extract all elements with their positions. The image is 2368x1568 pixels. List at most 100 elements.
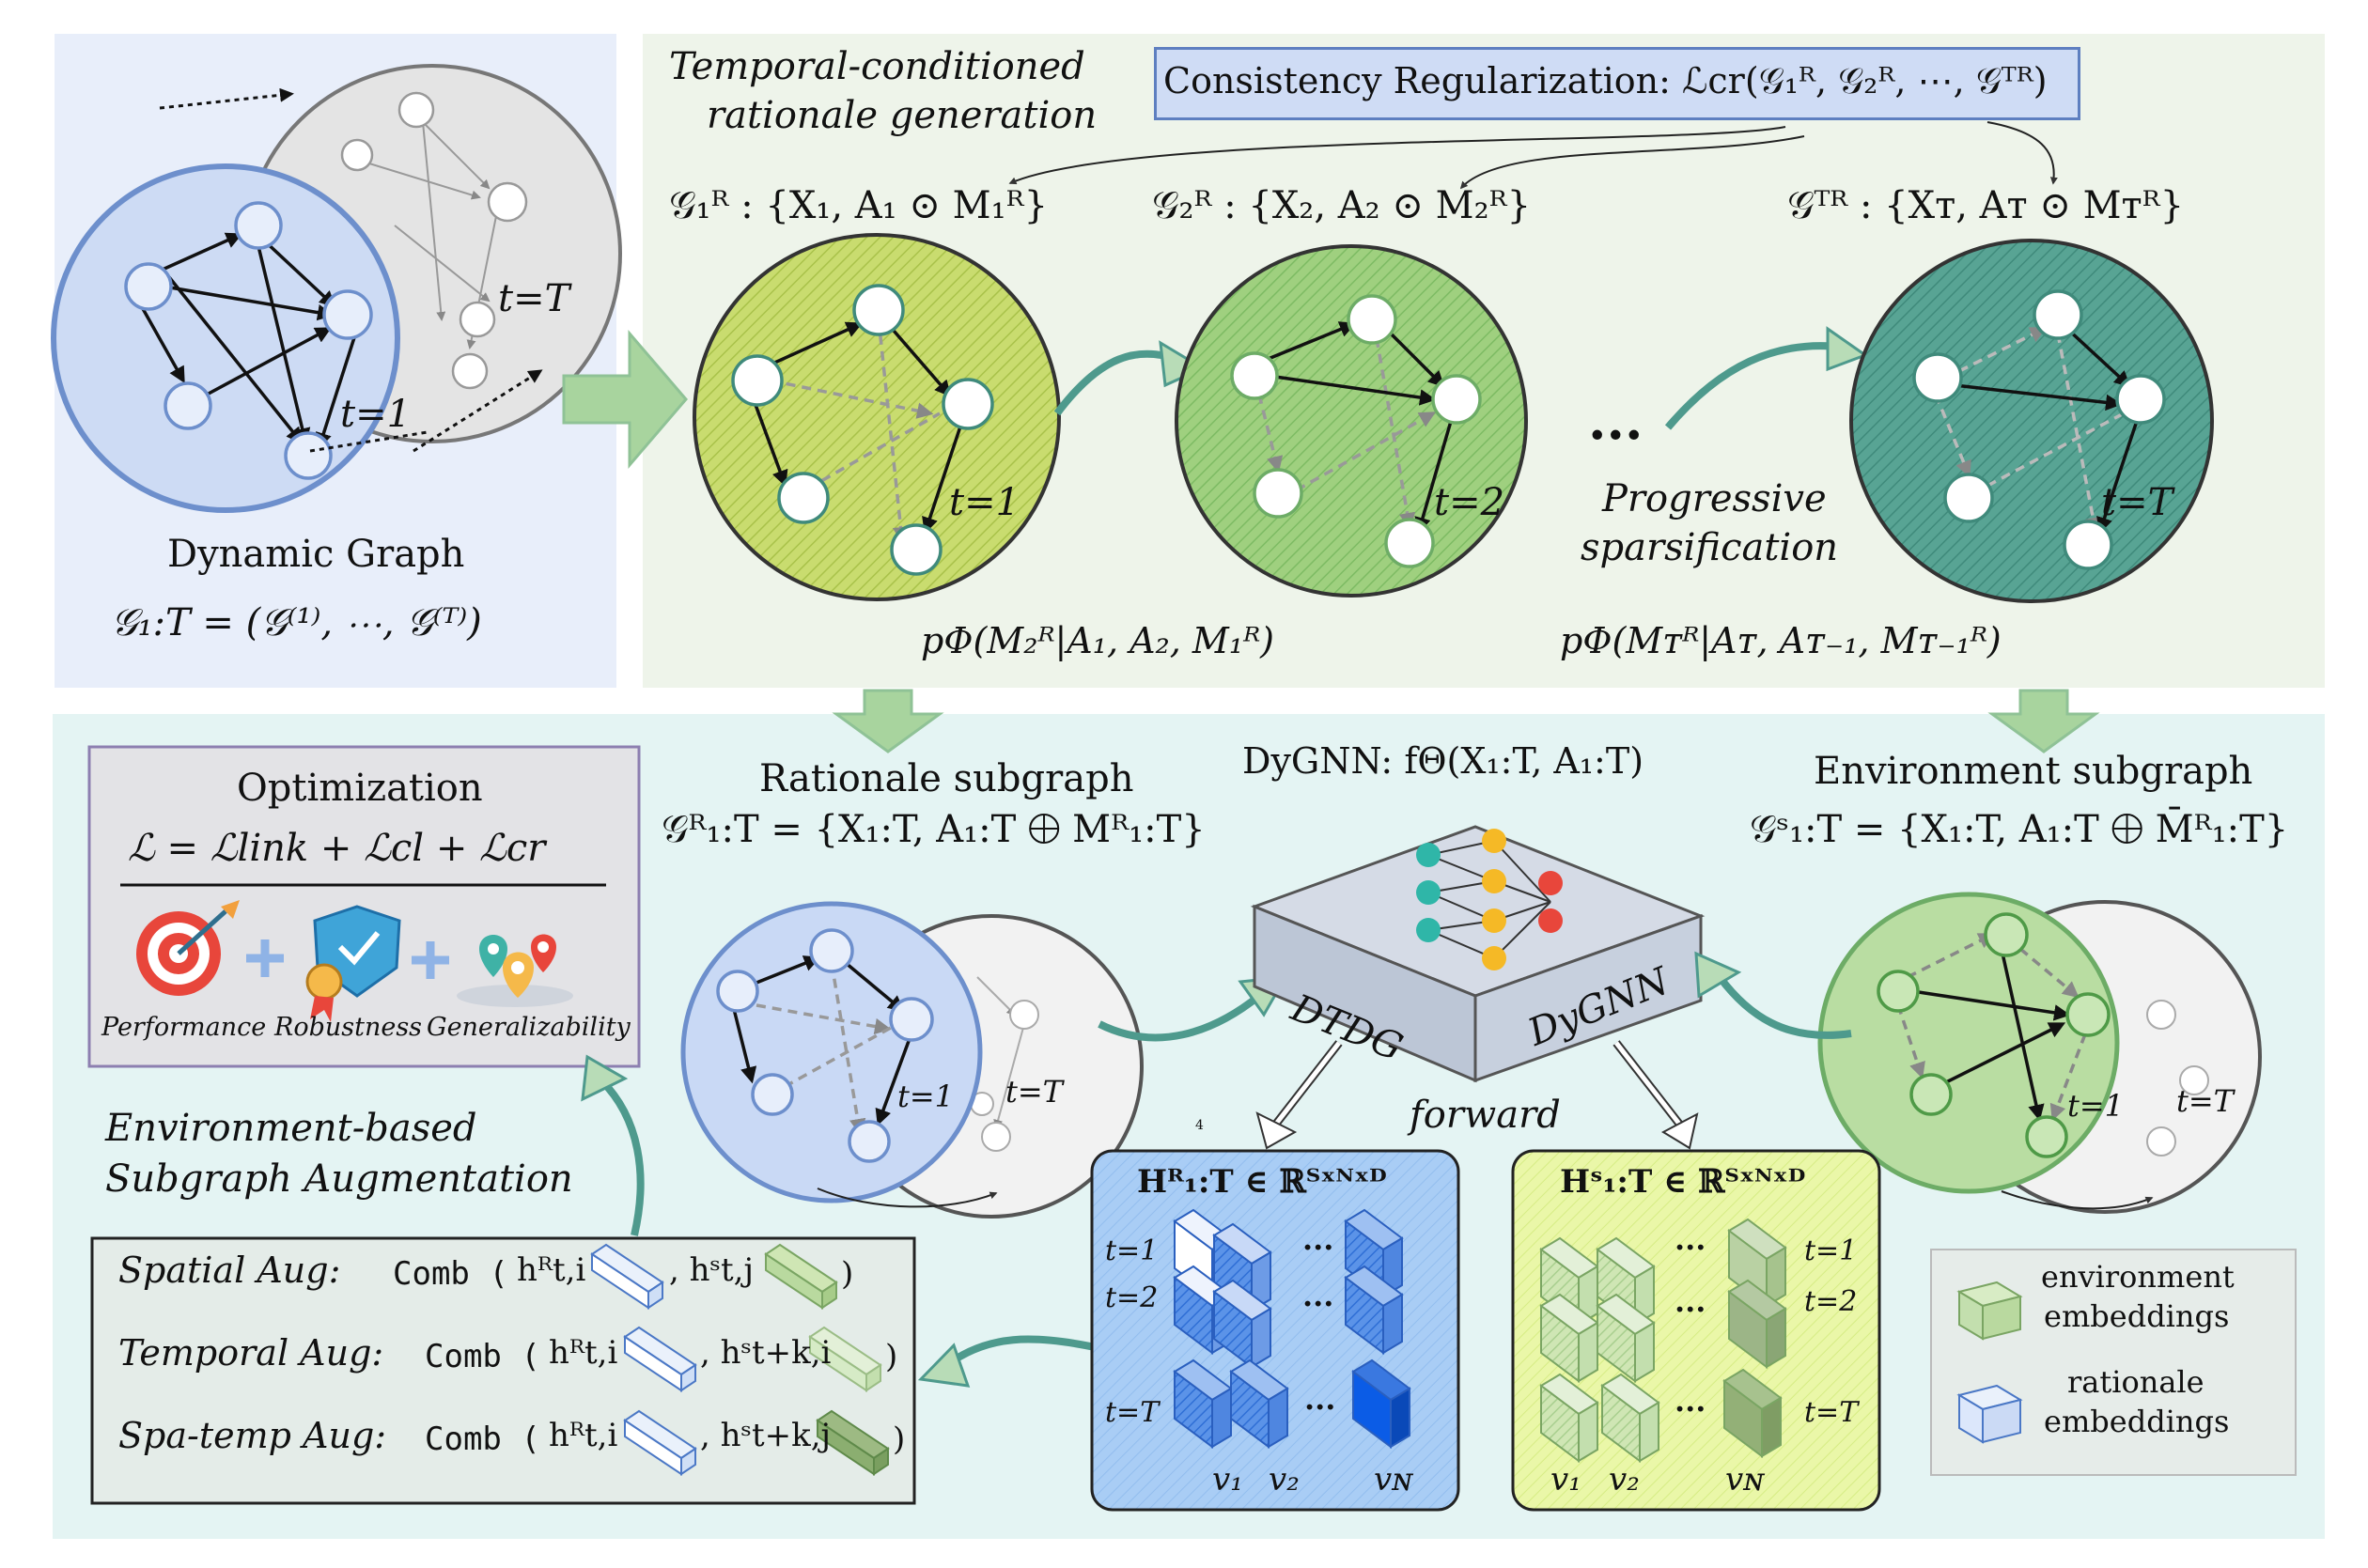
environment-embeddings-formula: Hˢ₁:T ∈ ℝᵀˣᴺˣᴰ: [1560, 1163, 1806, 1201]
rationale-snapshot-2: [1175, 244, 1528, 598]
location-pins-icon: [457, 934, 573, 1007]
tiny-superscript: 4: [1195, 1118, 1204, 1133]
rationale-2-time-label: t=2: [1434, 481, 1505, 524]
snapshot-1-edges: [139, 232, 359, 450]
environment-emb-dots-1: ...: [1675, 1221, 1706, 1257]
rationale-emb-t1: t=1: [1105, 1234, 1159, 1267]
spatial-aug-label: Spatial Aug:: [118, 1250, 341, 1291]
rationale-to-dygnn-arrow: [1098, 992, 1262, 1042]
environment-emb-v1: v₁: [1550, 1461, 1581, 1498]
spatemp-close-paren: ): [893, 1421, 906, 1458]
forward-label: forward: [1410, 1094, 1561, 1137]
consistency-regularization-label: Consistency Regularization: ℒcr(𝒢₁ᴿ, 𝒢₂ᴿ…: [1163, 60, 2048, 101]
environment-block-icon: [808, 1326, 882, 1392]
environment-subgraph-title: Environment subgraph: [1814, 750, 2253, 793]
environment-emb-dots-2: ...: [1675, 1283, 1706, 1319]
rationale-subgraph-t1: t=1: [897, 1079, 955, 1114]
rationale-emb-vN: vɴ: [1374, 1461, 1413, 1498]
time-link-bottom: [413, 369, 543, 453]
aug-embedding-blocks: [590, 1243, 890, 1476]
rationale-embeddings-formula: Hᴿ₁:T ∈ ℝᵀˣᴺˣᴰ: [1137, 1163, 1387, 1201]
rationale-snapshot-1: [693, 233, 1061, 601]
snapshot-T-nodes: [340, 91, 528, 390]
environment-subgraph-illustration: [1817, 892, 2262, 1214]
rationale-subgraph-formula: 𝒢ᴿ₁:T = {X₁:T, A₁:T ⨁ Mᴿ₁:T}: [662, 808, 1206, 851]
optimization-box: [87, 745, 641, 1068]
temporal-close-paren: ): [885, 1338, 898, 1375]
optimization-formula: ℒ = ℒlink + ℒcl + ℒcr: [128, 827, 546, 870]
spatemp-comb: Comb (: [425, 1421, 540, 1458]
environment-block-icon: [764, 1243, 838, 1310]
spatemp-aug-label: Spa-temp Aug:: [118, 1415, 387, 1456]
environment-emb-t2: t=2: [1804, 1285, 1858, 1318]
rationale-T-time-label: t=T: [2101, 481, 2173, 524]
environment-embedding-cubes: [1539, 1218, 1787, 1463]
plus-icon-2: [412, 941, 449, 979]
rationale-embeddings-box: [1090, 1149, 1460, 1512]
snapshot-1-nodes: [124, 201, 373, 480]
snapshot-T-edges: [356, 112, 499, 349]
flow-arrow-generation: [562, 329, 688, 470]
environment-subgraph-t1: t=1: [2067, 1088, 2125, 1124]
shield-badge-icon: [305, 905, 401, 1022]
rationale-block-icon: [623, 1326, 697, 1392]
graph-snapshot-1-circle: [51, 163, 400, 513]
ellipsis-snapshots: ...: [1588, 390, 1644, 452]
legend-rationale-line1: rationale: [2067, 1364, 2204, 1400]
environment-emb-vN: vɴ: [1725, 1461, 1765, 1498]
dynamic-graph-formula: 𝒢₁:T = (𝒢⁽¹⁾, ⋯, 𝒢⁽ᵀ⁾): [111, 601, 482, 644]
time-link-top: [159, 87, 294, 110]
spatial-h-environment: , hˢt,j: [669, 1251, 754, 1289]
spatial-h-rationale: hᴿt,i: [517, 1251, 586, 1289]
temporal-comb: Comb (: [425, 1338, 540, 1375]
augmentation-box: [90, 1236, 916, 1505]
legend-rationale-cube: [1956, 1384, 2023, 1444]
environment-emb-t1: t=1: [1804, 1234, 1858, 1267]
embeddings-to-augmentation-arrow: [942, 1335, 1100, 1371]
rationale-snapshot-T: [1849, 239, 2214, 603]
plus-icon-1: [246, 939, 284, 977]
target-icon: [136, 900, 240, 996]
dynamic-graph-illustration: [51, 64, 622, 513]
consistency-arrows: [1008, 121, 2058, 190]
environment-emb-tT: t=T: [1804, 1396, 1859, 1429]
spatial-comb: Comb (: [393, 1255, 508, 1293]
environment-subgraph-tT: t=T: [2176, 1083, 2235, 1119]
spatemp-h-environment: , hˢt+k,j: [700, 1417, 832, 1454]
rationale-1-time-label: t=1: [949, 481, 1020, 524]
spatial-close-paren: ): [841, 1255, 854, 1293]
progressive-label-line2: sparsification: [1581, 526, 1839, 569]
rationale-emb-dots-1: ...: [1302, 1221, 1334, 1257]
rationale-graph-1-formula: 𝒢₁ᴿ : {X₁, A₁ ⊙ M₁ᴿ}: [669, 184, 1049, 227]
rationale-emb-dots-2: ...: [1302, 1278, 1334, 1313]
environment-emb-dots-3: ...: [1675, 1383, 1706, 1419]
rationale-emb-t2: t=2: [1105, 1281, 1159, 1314]
rationale-subgraph-tT: t=T: [1005, 1074, 1064, 1110]
environment-subgraph-formula: 𝒢ˢ₁:T = {X₁:T, A₁:T ⨁ M̄ᴿ₁:T}: [1750, 808, 2289, 851]
legend-rationale-line2: embeddings: [2044, 1404, 2230, 1439]
generation-title-line1: Temporal-conditioned: [669, 45, 1085, 88]
snapshot-T-time-label: t=T: [498, 277, 570, 320]
environment-to-dygnn-arrow: [1716, 974, 1852, 1039]
rationale-graph-T-formula: 𝒢ᵀᴿ : {Xᴛ, Aᴛ ⊙ Mᴛᴿ}: [1787, 184, 2185, 227]
down-arrow-environment: [1987, 689, 2100, 753]
temporal-h-rationale: hᴿt,i: [549, 1334, 618, 1372]
rationale-embedding-cubes: [1173, 1208, 1411, 1449]
rationale-graph-2-formula: 𝒢₂ᴿ : {X₂, A₂ ⊙ M₂ᴿ}: [1152, 184, 1532, 227]
generation-title-line2: rationale generation: [707, 94, 1098, 137]
spatemp-h-rationale: hᴿt,i: [549, 1417, 618, 1454]
legend-environment-line2: embeddings: [2044, 1298, 2230, 1334]
optimization-title: Optimization: [237, 767, 483, 810]
snapshot-flow-arrow-2: [1664, 342, 1847, 430]
mask-probability-2: pΦ(M₂ᴿ|A₁, A₂, M₁ᴿ): [921, 620, 1274, 661]
mask-probability-T: pΦ(Mᴛᴿ|Aᴛ, Aᴛ₋₁, Mᴛ₋₁ᴿ): [1560, 620, 2002, 661]
rationale-emb-v1: v₁: [1212, 1461, 1243, 1498]
rationale-subgraph-illustration: [680, 901, 1144, 1219]
rationale-block-icon: [623, 1409, 697, 1476]
rationale-block-icon: [590, 1243, 664, 1310]
legend-environment-line1: environment: [2041, 1259, 2235, 1295]
progressive-label-line1: Progressive: [1602, 477, 1827, 520]
legend-environment-cube: [1956, 1281, 2023, 1341]
